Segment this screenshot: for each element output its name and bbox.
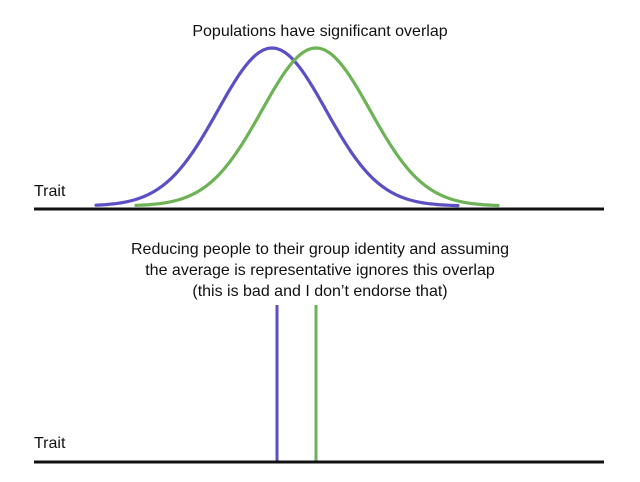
top-axis-label: Trait xyxy=(34,183,66,200)
bottom-caption-line-1: Reducing people to their group identity … xyxy=(130,241,510,258)
group-a-distribution-curve xyxy=(94,46,460,208)
bottom-caption-line-3: (this is bad and I don’t endorse that) xyxy=(192,283,448,300)
group-b-distribution-curve xyxy=(134,46,500,208)
bottom-axis-label: Trait xyxy=(34,435,66,452)
top-title: Populations have significant overlap xyxy=(192,23,448,40)
bottom-caption-line-2: the average is representative ignores th… xyxy=(145,262,495,279)
